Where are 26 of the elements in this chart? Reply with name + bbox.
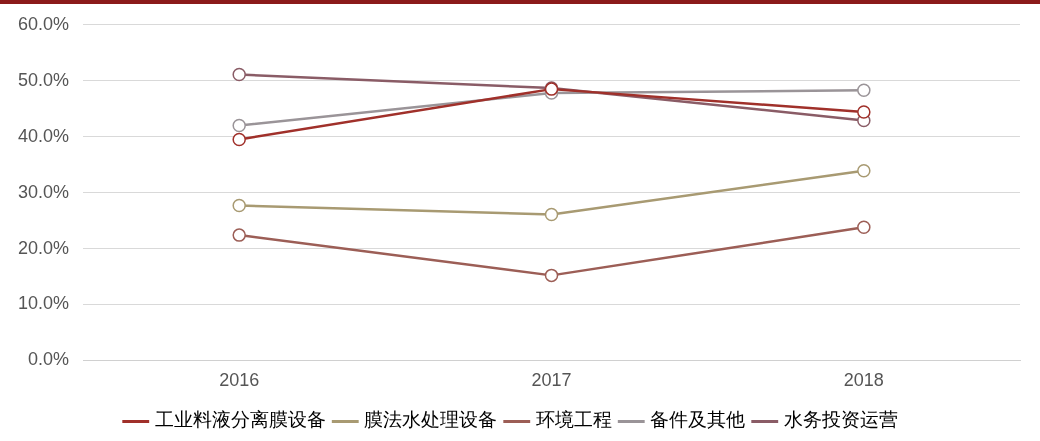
- x-tick-label: 2018: [843, 370, 884, 391]
- y-tick-label: 50.0%: [17, 69, 70, 90]
- y-tick-label: 20.0%: [17, 237, 70, 258]
- legend-label: 水务投资运营: [783, 408, 898, 431]
- y-tick-label: 30.0%: [17, 181, 70, 202]
- point: [857, 105, 871, 119]
- point: [544, 207, 559, 222]
- point: [232, 118, 246, 133]
- point: [857, 220, 871, 235]
- legend-label: 工业料液分离膜设备: [154, 408, 326, 431]
- point: [232, 132, 246, 147]
- legend-label: 膜法水处理设备: [364, 408, 498, 431]
- point: [232, 67, 246, 82]
- y-tick-label: 40.0%: [17, 125, 70, 146]
- point: [857, 164, 871, 178]
- point: [857, 83, 871, 97]
- point: [232, 228, 246, 242]
- legend-label: 环境工程: [535, 408, 612, 431]
- x-tick-label: 2017: [531, 370, 572, 391]
- y-tick-label: 60.0%: [17, 13, 70, 34]
- y-tick-label: 0.0%: [28, 349, 70, 370]
- x-tick-label: 2016: [219, 370, 260, 391]
- y-tick-label: 10.0%: [17, 293, 70, 314]
- point: [232, 198, 246, 213]
- legend-label: 备件及其他: [650, 408, 746, 431]
- point: [544, 268, 559, 283]
